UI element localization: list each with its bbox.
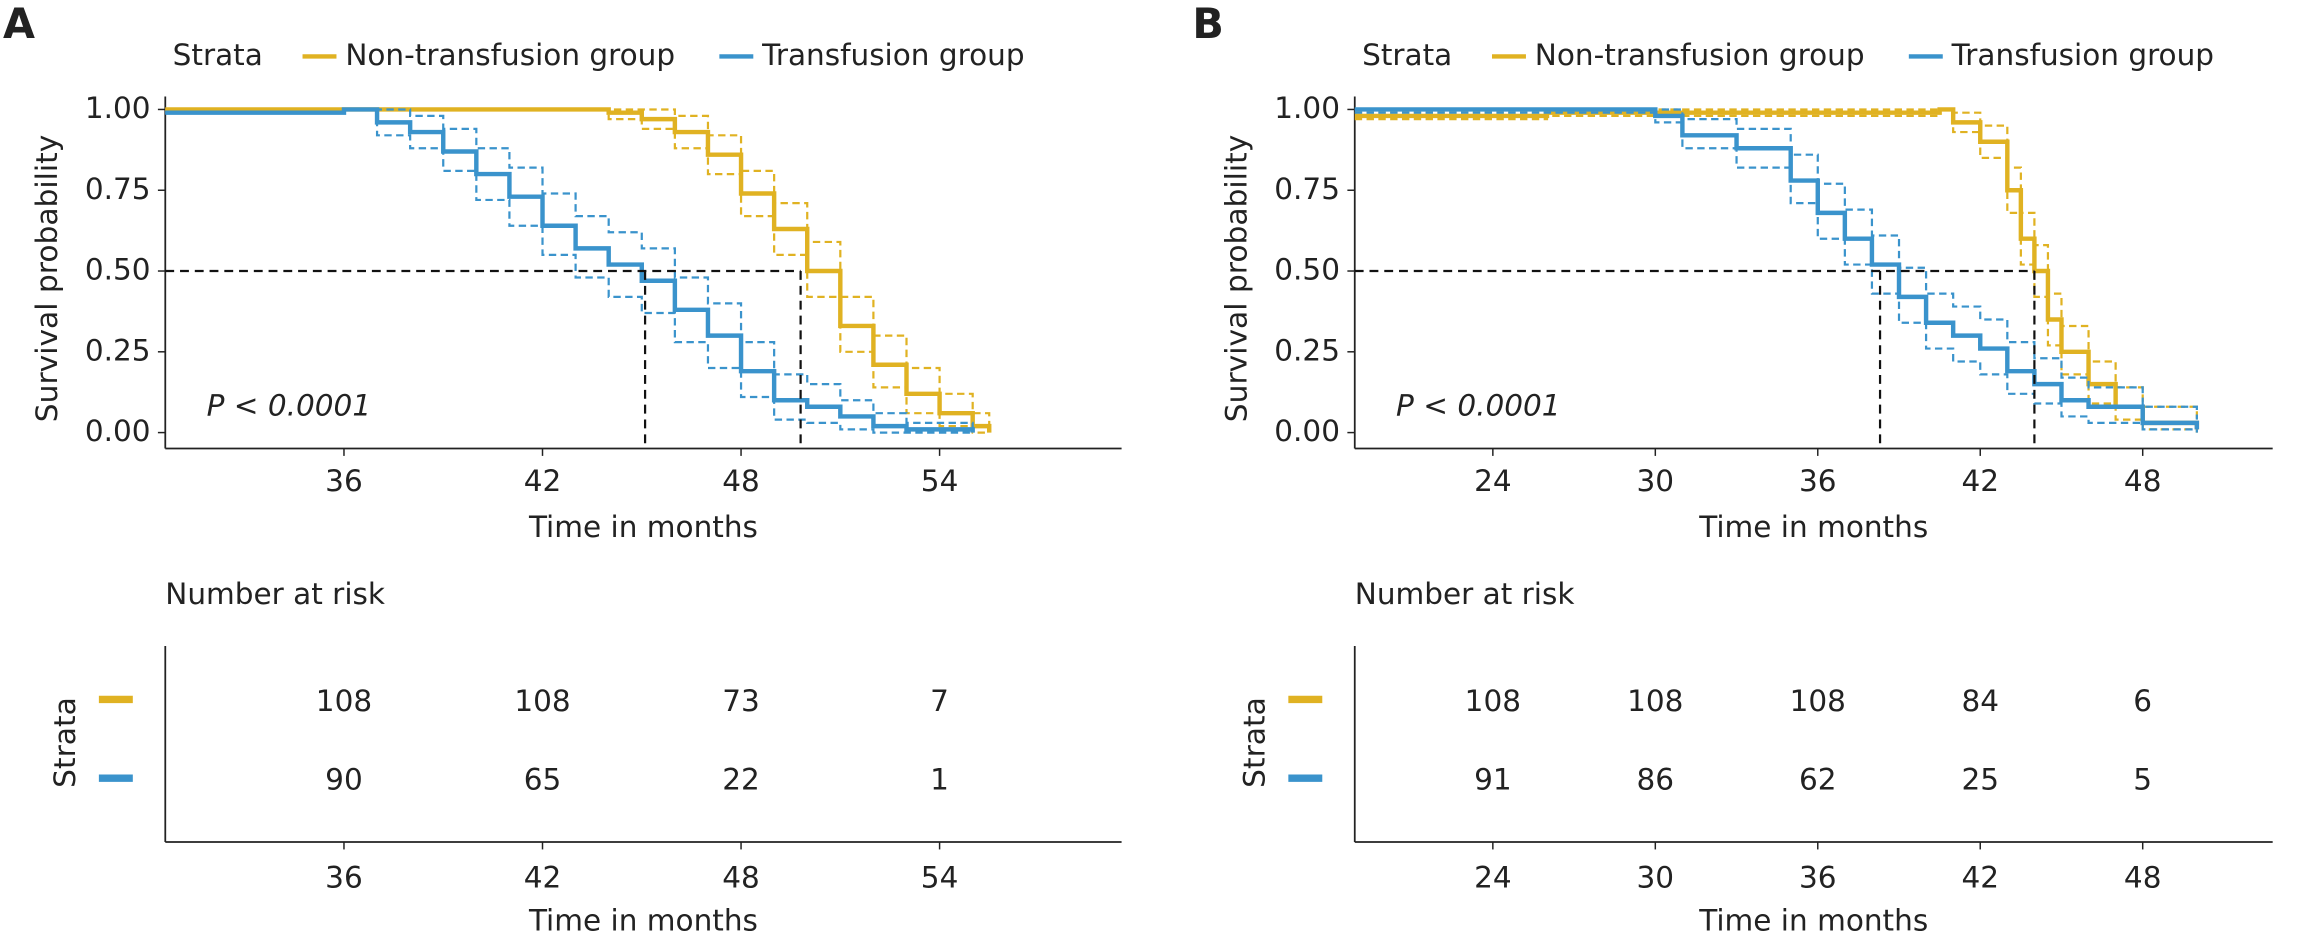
risk-count: 86 [1637, 763, 1675, 797]
x-tick-label: 30 [1637, 861, 1675, 895]
x-tick-label: 48 [2124, 464, 2162, 498]
risk-count: 73 [722, 684, 760, 718]
risk-table-ylabel: Strata [48, 697, 82, 788]
survival-curve [1354, 107, 2200, 430]
risk-count: 7 [930, 684, 949, 718]
p-value: P < 0.0001 [1396, 388, 1560, 422]
y-tick-label: 0.00 [1274, 414, 1340, 448]
risk-count: 108 [1627, 684, 1683, 718]
legend-label: Transfusion group [761, 38, 1024, 72]
x-tick-label: 36 [325, 464, 363, 498]
x-tick-label: 24 [1474, 861, 1512, 895]
x-tick-label: 42 [1961, 464, 1999, 498]
risk-table-ylabel: Strata [1237, 697, 1271, 788]
x-tick-label: 30 [1637, 464, 1675, 498]
confidence-band [1354, 108, 2198, 420]
risk-count: 108 [1790, 684, 1846, 718]
risk-table-title: Number at risk [1355, 577, 1576, 611]
legend-label: Transfusion group [1951, 38, 2214, 72]
legend-title: Strata [1362, 38, 1452, 72]
y-tick-label: 1.00 [85, 91, 151, 125]
x-axis-title: Time in months [1698, 510, 1928, 544]
risk-count: 65 [524, 763, 562, 797]
risk-count: 108 [1465, 684, 1521, 718]
confidence-band [165, 108, 991, 430]
y-tick-label: 0.25 [1274, 333, 1340, 367]
survival-curve [165, 107, 992, 433]
risk-count: 6 [2133, 684, 2152, 718]
x-tick-label: 36 [1799, 464, 1837, 498]
confidence-band [1354, 108, 2198, 423]
y-axis-title: Survival probability [30, 135, 64, 423]
x-tick-label: 36 [1799, 861, 1837, 895]
risk-count: 91 [1474, 763, 1512, 797]
x-tick-label: 54 [921, 861, 959, 895]
confidence-band [165, 108, 990, 434]
x-tick-label: 54 [921, 464, 959, 498]
x-axis-title: Time in months [528, 510, 758, 544]
x-tick-label: 42 [524, 464, 562, 498]
confidence-band [165, 108, 974, 430]
y-tick-label: 0.00 [85, 414, 151, 448]
x-tick-label: 48 [722, 861, 760, 895]
panel-label: A [3, 0, 35, 48]
y-tick-label: 0.75 [1274, 172, 1340, 206]
x-axis-title: Time in months [1698, 904, 1928, 938]
y-tick-label: 1.00 [1274, 91, 1340, 125]
confidence-band [1354, 111, 2198, 433]
x-tick-label: 36 [325, 861, 363, 895]
p-value: P < 0.0001 [207, 388, 371, 422]
risk-count: 25 [1961, 763, 1999, 797]
y-tick-label: 0.50 [85, 252, 151, 286]
x-tick-label: 48 [2124, 861, 2162, 895]
risk-count: 90 [325, 763, 363, 797]
x-tick-label: 42 [1961, 861, 1999, 895]
risk-count: 108 [514, 684, 570, 718]
risk-count: 84 [1961, 684, 1999, 718]
y-tick-label: 0.25 [85, 333, 151, 367]
legend-title: Strata [173, 38, 263, 72]
x-tick-label: 48 [722, 464, 760, 498]
risk-count: 1 [930, 763, 949, 797]
risk-count: 62 [1799, 763, 1837, 797]
x-tick-label: 42 [524, 861, 562, 895]
risk-table-title: Number at risk [165, 577, 386, 611]
risk-count: 108 [316, 684, 372, 718]
survival-curve [165, 107, 975, 433]
survival-curve [1354, 107, 2200, 430]
y-axis-title: Survival probability [1220, 135, 1254, 423]
y-tick-label: 0.50 [1274, 252, 1340, 286]
y-tick-label: 0.75 [85, 172, 151, 206]
x-axis-title: Time in months [528, 904, 758, 938]
risk-count: 22 [722, 763, 760, 797]
legend-label: Non-transfusion group [1535, 38, 1865, 72]
confidence-band [165, 108, 973, 434]
risk-count: 5 [2133, 763, 2152, 797]
x-tick-label: 24 [1474, 464, 1512, 498]
legend-label: Non-transfusion group [345, 38, 675, 72]
panel-label: B [1192, 0, 1223, 48]
